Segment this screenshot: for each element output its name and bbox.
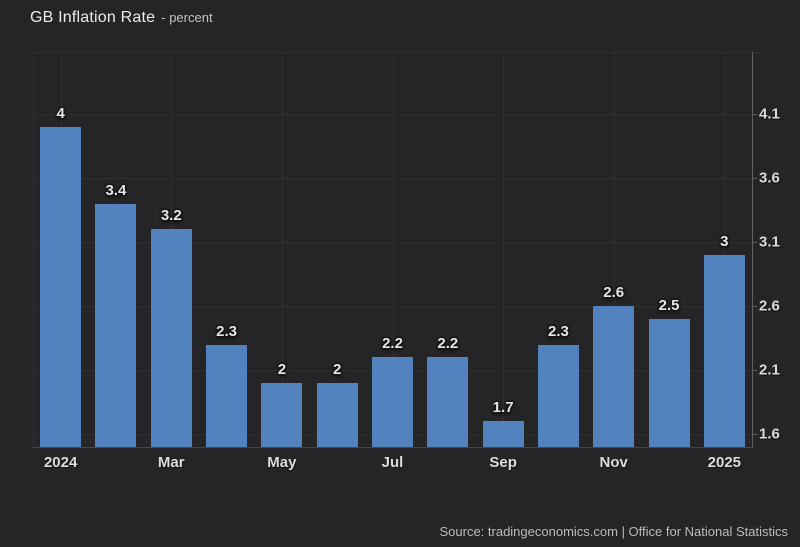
x-axis-line xyxy=(33,447,753,448)
gridline-vertical xyxy=(613,52,615,447)
plot-border-left xyxy=(33,52,34,447)
bar[interactable] xyxy=(648,319,690,447)
y-axis-label: 3.1 xyxy=(759,233,780,251)
gridline-vertical xyxy=(503,52,505,447)
x-axis-label: Sep xyxy=(489,454,517,471)
gridline-horizontal xyxy=(33,306,752,308)
bar-value-label: 2.3 xyxy=(216,322,237,340)
x-axis-label: Mar xyxy=(157,454,185,471)
bar[interactable] xyxy=(40,127,82,447)
gridline-vertical xyxy=(281,52,283,447)
bar-value-label: 2.3 xyxy=(547,322,569,340)
y-axis-label: 2.1 xyxy=(759,361,780,379)
bar[interactable] xyxy=(703,255,745,447)
chart-subtitle: - percent xyxy=(161,10,213,25)
y-axis-tick xyxy=(752,370,757,372)
y-axis-tick xyxy=(752,306,757,308)
bar-value-label: 3 xyxy=(720,233,729,250)
x-axis-label: Jul xyxy=(381,454,404,471)
x-axis-label: 2024 xyxy=(43,454,78,471)
bar[interactable] xyxy=(150,229,192,447)
bar[interactable] xyxy=(593,306,635,447)
bar-value-label: 2 xyxy=(277,361,287,378)
x-axis-label: Nov xyxy=(599,454,628,471)
bar-value-label: 2.6 xyxy=(603,284,625,302)
gridline-horizontal xyxy=(33,178,752,180)
y-axis-line xyxy=(752,52,753,448)
bar[interactable] xyxy=(482,421,524,447)
y-axis-label: 4.1 xyxy=(759,105,780,123)
y-axis-tick xyxy=(752,434,757,436)
x-axis-label: 2025 xyxy=(707,454,742,471)
chart-header: GB Inflation Rate - percent xyxy=(30,9,213,27)
bar-value-label: 2.2 xyxy=(437,335,459,353)
bar[interactable] xyxy=(206,344,248,447)
bar[interactable] xyxy=(537,344,579,447)
bar[interactable] xyxy=(372,357,413,447)
y-axis-tick xyxy=(752,178,757,180)
bar-value-label: 2 xyxy=(333,361,342,378)
gridline-vertical xyxy=(724,52,726,447)
gridline-horizontal xyxy=(33,114,752,116)
gridline-vertical xyxy=(392,52,394,447)
bar-value-label: 3.4 xyxy=(105,181,127,199)
y-axis-tick xyxy=(752,114,757,116)
plot-border-top xyxy=(33,52,762,53)
bar[interactable] xyxy=(261,383,303,447)
x-axis-label: May xyxy=(267,454,297,471)
chart-title: GB Inflation Rate xyxy=(30,9,156,26)
bar[interactable] xyxy=(316,383,358,447)
bar[interactable] xyxy=(427,357,469,447)
y-axis-tick xyxy=(752,242,757,244)
bar-value-label: 1.7 xyxy=(492,399,514,417)
bar-value-label: 2.2 xyxy=(382,335,403,353)
y-axis-label: 1.6 xyxy=(759,425,780,443)
y-axis-label: 3.6 xyxy=(759,169,780,187)
gridline-horizontal xyxy=(33,242,752,244)
source-text: Source: tradingeconomics.com | Office fo… xyxy=(439,524,788,539)
bar[interactable] xyxy=(95,203,137,447)
bar-value-label: 4 xyxy=(56,105,65,122)
bar-value-label: 2.5 xyxy=(658,297,680,314)
y-axis-label: 2.6 xyxy=(759,297,780,315)
bar-value-label: 3.2 xyxy=(160,207,182,225)
